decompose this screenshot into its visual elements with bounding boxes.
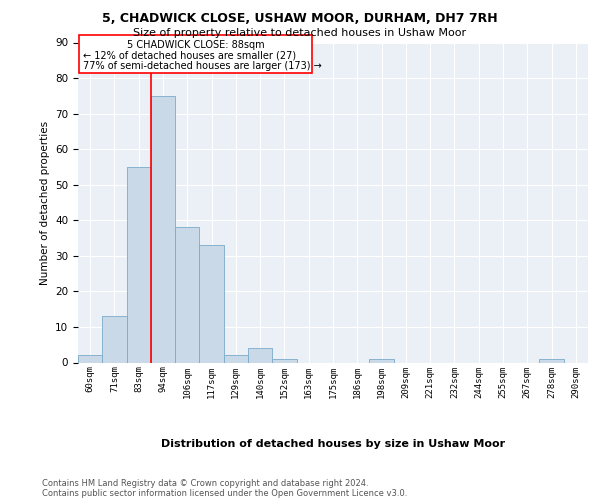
Bar [199, 245, 224, 362]
Y-axis label: Number of detached properties: Number of detached properties [40, 120, 50, 284]
Bar [224, 356, 248, 362]
Text: ← 12% of detached houses are smaller (27): ← 12% of detached houses are smaller (27… [83, 50, 296, 60]
Text: 77% of semi-detached houses are larger (173) →: 77% of semi-detached houses are larger (… [83, 61, 322, 71]
Bar [370, 359, 394, 362]
FancyBboxPatch shape [79, 36, 313, 72]
Text: 5, CHADWICK CLOSE, USHAW MOOR, DURHAM, DH7 7RH: 5, CHADWICK CLOSE, USHAW MOOR, DURHAM, D… [102, 12, 498, 26]
Text: Size of property relative to detached houses in Ushaw Moor: Size of property relative to detached ho… [133, 28, 467, 38]
Bar [248, 348, 272, 362]
Text: 5 CHADWICK CLOSE: 88sqm: 5 CHADWICK CLOSE: 88sqm [127, 40, 265, 50]
Text: Contains HM Land Registry data © Crown copyright and database right 2024.: Contains HM Land Registry data © Crown c… [42, 478, 368, 488]
Bar [175, 228, 199, 362]
Bar [272, 359, 296, 362]
Bar [151, 96, 175, 362]
Bar [78, 356, 102, 362]
Bar [127, 167, 151, 362]
X-axis label: Distribution of detached houses by size in Ushaw Moor: Distribution of detached houses by size … [161, 439, 505, 449]
Bar [539, 359, 564, 362]
Text: Contains public sector information licensed under the Open Government Licence v3: Contains public sector information licen… [42, 488, 407, 498]
Bar [102, 316, 127, 362]
